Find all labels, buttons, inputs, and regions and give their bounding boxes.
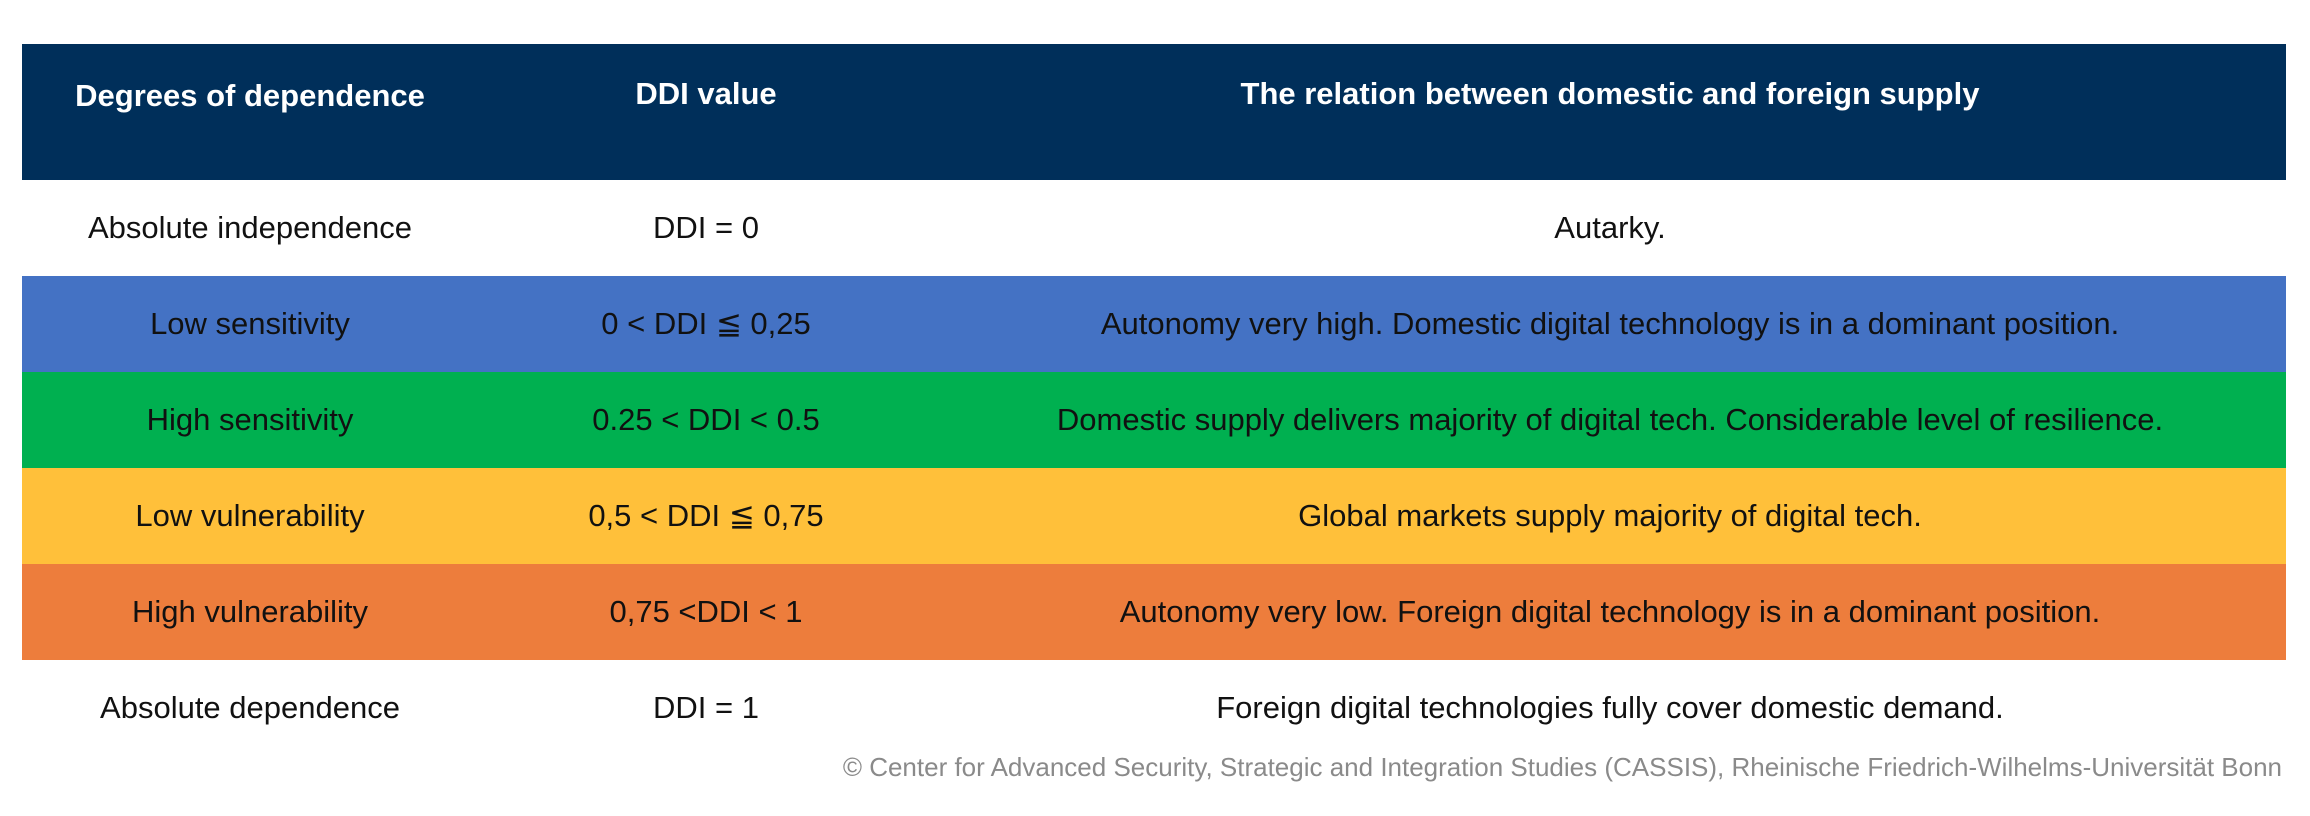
table-row: Low sensitivity 0 < DDI ≦ 0,25 Autonomy … — [22, 276, 2286, 372]
table-row: High sensitivity 0.25 < DDI < 0.5 Domest… — [22, 372, 2286, 468]
table-row: Absolute independence DDI = 0 Autarky. — [22, 180, 2286, 276]
copyright-notice: © Center for Advanced Security, Strategi… — [842, 752, 2282, 782]
header-ddi-value: DDI value — [635, 76, 777, 111]
header-relation: The relation between domestic and foreig… — [1240, 76, 1980, 111]
ddi-cell: 0 < DDI ≦ 0,25 — [601, 306, 811, 341]
relation-cell: Foreign digital technologies fully cover… — [1216, 690, 2004, 725]
relation-cell: Global markets supply majority of digita… — [1298, 498, 1922, 533]
degree-cell: High vulnerability — [131, 594, 369, 629]
degree-cell: Absolute dependence — [100, 690, 400, 725]
degree-cell: Low sensitivity — [150, 306, 350, 341]
table-row: High vulnerability 0,75 <DDI < 1 Autonom… — [22, 564, 2286, 660]
header-degrees: Degrees of dependence — [75, 78, 425, 113]
ddi-cell: DDI = 1 — [653, 690, 759, 725]
relation-cell: Autonomy very high. Domestic digital tec… — [1100, 306, 2120, 341]
relation-cell: Autonomy very low. Foreign digital techn… — [1119, 594, 2101, 629]
degree-cell: Low vulnerability — [135, 498, 365, 533]
table-row: Absolute dependence DDI = 1 Foreign digi… — [22, 660, 2286, 756]
dependence-table: Degrees of dependence DDI value The rela… — [22, 44, 2286, 756]
ddi-cell: DDI = 0 — [653, 210, 759, 245]
relation-cell: Domestic supply delivers majority of dig… — [1056, 402, 2164, 437]
ddi-cell: 0,75 <DDI < 1 — [609, 594, 803, 629]
relation-cell: Autarky. — [1554, 210, 1666, 245]
table-row: Low vulnerability 0,5 < DDI ≦ 0,75 Globa… — [22, 468, 2286, 564]
ddi-cell: 0,5 < DDI ≦ 0,75 — [588, 498, 824, 533]
degree-cell: High sensitivity — [146, 402, 354, 437]
degree-cell: Absolute independence — [87, 210, 413, 245]
table-header: Degrees of dependence DDI value The rela… — [22, 44, 2286, 180]
ddi-cell: 0.25 < DDI < 0.5 — [592, 402, 820, 437]
